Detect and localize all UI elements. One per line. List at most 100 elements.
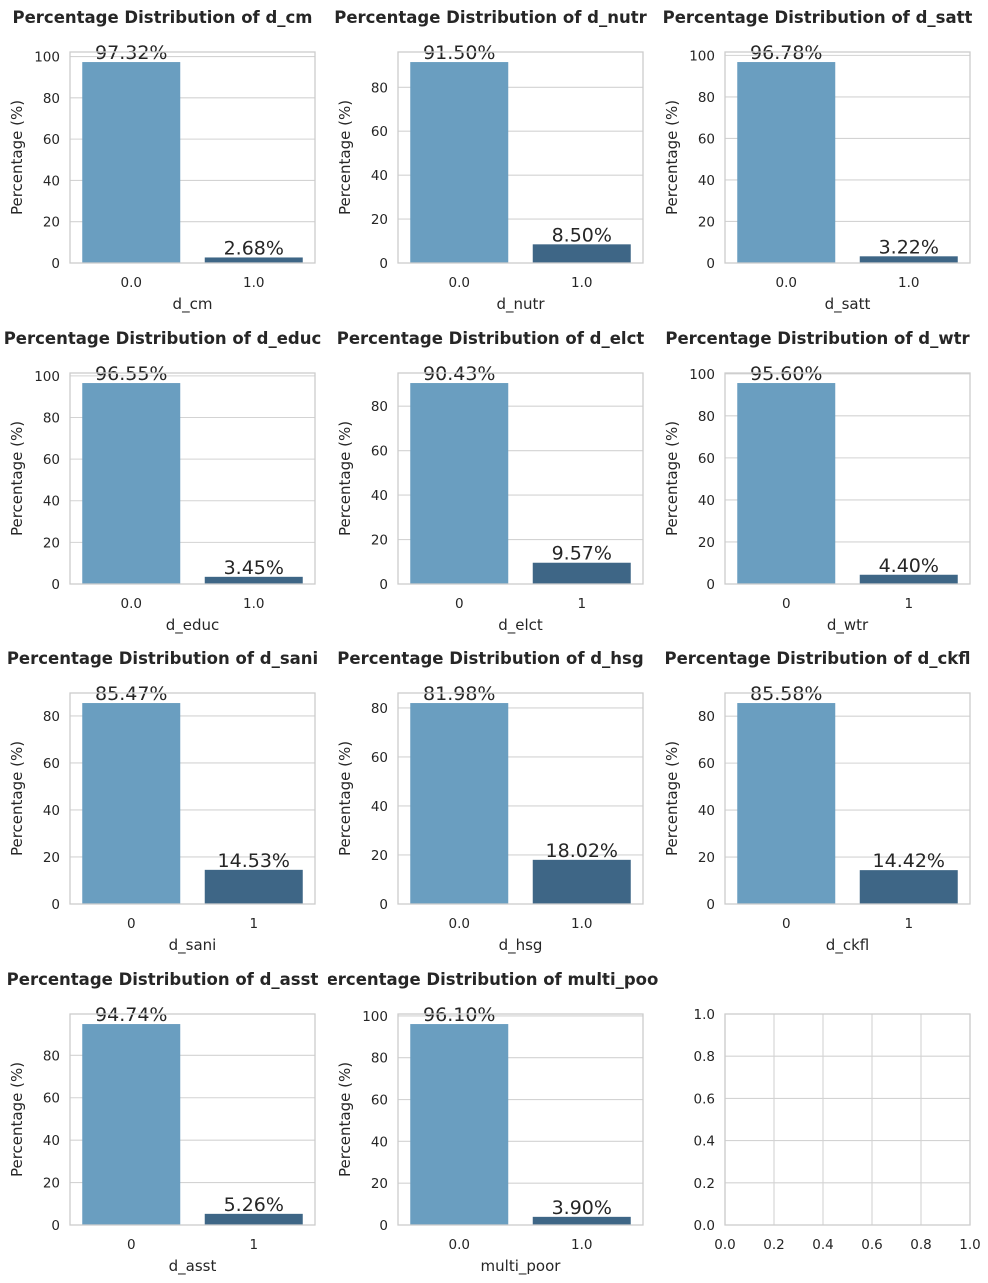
x-axis-label: d_nutr — [496, 295, 545, 314]
y-tick-label: 0.4 — [694, 1134, 715, 1150]
bar-0.0 — [410, 703, 509, 904]
data-label: 14.42% — [873, 850, 945, 872]
y-tick-label: 80 — [371, 1051, 388, 1067]
y-tick-label: 0.0 — [694, 1218, 715, 1234]
y-axis-label: Percentage (%) — [663, 741, 681, 856]
x-tick-label: 1 — [249, 1237, 258, 1253]
bar-0 — [410, 383, 509, 584]
chart-svg: 0.0 0.2 0.4 0.6 0.8 1.0 0.0 0.2 0.4 0.6 0.8 1.0 — [694, 1007, 981, 1253]
x-tick-label: 0 — [782, 916, 791, 932]
bar-0.0 — [410, 62, 509, 263]
chart-svg: 0 20 40 60 80 90.43% 0 9.57% 1 Percentage Distrib… — [336, 329, 645, 635]
chart-title: Percentage Distribution of multi_poor — [328, 970, 658, 989]
chart-svg: 0 20 40 60 80 100 96.78% 0.0 3.22% 1.0 Percentage … — [663, 8, 973, 314]
y-tick-label: 60 — [43, 452, 60, 468]
y-tick-label: 80 — [43, 410, 60, 426]
bar-1 — [204, 869, 303, 904]
subplot-12: 0.0 0.2 0.4 0.6 0.8 1.0 0.0 0.2 0.4 0.6 0.8 1.0 — [655, 962, 985, 1283]
data-label: 8.50% — [552, 224, 612, 246]
y-tick-label: 0 — [51, 577, 60, 593]
y-axis-label: Percentage (%) — [663, 421, 681, 536]
subplot-1: 0 20 40 60 80 100 97.32% 0.0 2.68% 1.0 Percentage … — [0, 0, 330, 321]
bar-0 — [82, 1024, 181, 1225]
y-axis-label: Percentage (%) — [336, 1062, 354, 1177]
subplot-10: 0 20 40 60 80 94.74% 0 5.26% 1 Percentage Distrib… — [0, 962, 330, 1283]
chart-title: Percentage Distribution of d_sani — [7, 649, 318, 668]
bar-1.0 — [859, 256, 958, 263]
y-tick-label: 60 — [371, 750, 388, 766]
axes-frame — [397, 51, 644, 264]
subplot-11: 0 20 40 60 80 100 96.10% 0.0 3.90% 1.0 Percentage … — [328, 962, 658, 1283]
data-label: 5.26% — [224, 1194, 284, 1216]
y-tick-label: 80 — [371, 701, 388, 717]
chart-title: Percentage Distribution of d_cm — [13, 8, 313, 27]
chart-title: Percentage Distribution of d_elct — [337, 329, 645, 348]
axes-frame — [724, 51, 971, 264]
data-label: 95.60% — [750, 363, 822, 385]
x-axis-label: d_asst — [169, 1257, 217, 1276]
x-tick-label: 1 — [904, 916, 913, 932]
y-tick-label: 20 — [43, 1176, 60, 1192]
y-tick-label: 40 — [43, 494, 60, 510]
x-tick-label: 1 — [249, 916, 258, 932]
x-tick-label: 0.6 — [861, 1237, 882, 1253]
x-tick-label: 0.2 — [763, 1237, 784, 1253]
y-tick-label: 0 — [706, 256, 715, 272]
bar-0 — [82, 703, 181, 904]
bar-0.0 — [82, 62, 181, 264]
y-axis-label: Percentage (%) — [8, 100, 26, 215]
data-label: 96.78% — [750, 42, 822, 64]
x-tick-label: 0.0 — [449, 275, 470, 291]
data-label: 18.02% — [546, 840, 618, 862]
data-label: 85.47% — [95, 683, 167, 705]
data-label: 3.22% — [879, 236, 939, 258]
subplot-6: 0 20 40 60 80 100 95.60% 0 4.40% 1 Percentage Dist… — [655, 321, 985, 642]
axes-frame — [724, 1013, 971, 1226]
y-tick-label: 60 — [43, 132, 60, 148]
y-tick-label: 80 — [43, 709, 60, 725]
data-label: 3.45% — [224, 557, 284, 579]
y-axis-label: Percentage (%) — [663, 100, 681, 215]
y-tick-label: 0 — [379, 256, 388, 272]
y-tick-label: 1.0 — [694, 1007, 715, 1023]
y-axis-label: Percentage (%) — [336, 100, 354, 215]
bar-1 — [859, 870, 958, 904]
chart-svg: 0 20 40 60 80 85.47% 0 14.53% 1 Percentage Distri… — [7, 649, 318, 955]
y-axis-label: Percentage (%) — [8, 421, 26, 536]
y-axis-label: Percentage (%) — [8, 741, 26, 856]
subplot-7: 0 20 40 60 80 85.47% 0 14.53% 1 Percentage Distri… — [0, 641, 330, 962]
y-tick-label: 80 — [698, 709, 715, 725]
chart-title: Percentage Distribution of d_asst — [7, 970, 319, 989]
x-tick-label: 0.0 — [121, 596, 142, 612]
chart-title: Percentage Distribution of d_ckfl — [665, 649, 971, 668]
x-tick-label: 1.0 — [571, 275, 592, 291]
subplot-4: 0 20 40 60 80 100 96.55% 0.0 3.45% 1.0 Percentage … — [0, 321, 330, 642]
y-tick-label: 0.8 — [694, 1049, 715, 1065]
y-tick-label: 0 — [51, 897, 60, 913]
bar-0.0 — [82, 383, 181, 584]
data-label: 4.40% — [879, 555, 939, 577]
y-tick-label: 40 — [43, 1133, 60, 1149]
x-tick-label: 0 — [782, 596, 791, 612]
x-tick-label: 1.0 — [571, 916, 592, 932]
y-tick-label: 60 — [371, 124, 388, 140]
data-label: 9.57% — [552, 543, 612, 565]
x-axis-label: d_hsg — [499, 936, 543, 955]
x-tick-label: 1 — [577, 596, 586, 612]
x-tick-label: 1.0 — [571, 1237, 592, 1253]
y-tick-label: 60 — [698, 756, 715, 772]
chart-title: Percentage Distribution of d_hsg — [337, 649, 643, 668]
data-label: 90.43% — [423, 363, 495, 385]
axes-frame — [397, 1013, 644, 1226]
y-tick-label: 80 — [43, 91, 60, 107]
y-tick-label: 0 — [379, 897, 388, 913]
y-tick-label: 20 — [371, 212, 388, 228]
bar-0 — [737, 383, 836, 584]
data-label: 91.50% — [423, 42, 495, 64]
data-label: 85.58% — [750, 683, 822, 705]
y-tick-label: 40 — [698, 803, 715, 819]
y-tick-label: 80 — [371, 399, 388, 415]
x-tick-label: 0.0 — [776, 275, 797, 291]
y-axis-label: Percentage (%) — [336, 421, 354, 536]
y-tick-label: 80 — [698, 409, 715, 425]
